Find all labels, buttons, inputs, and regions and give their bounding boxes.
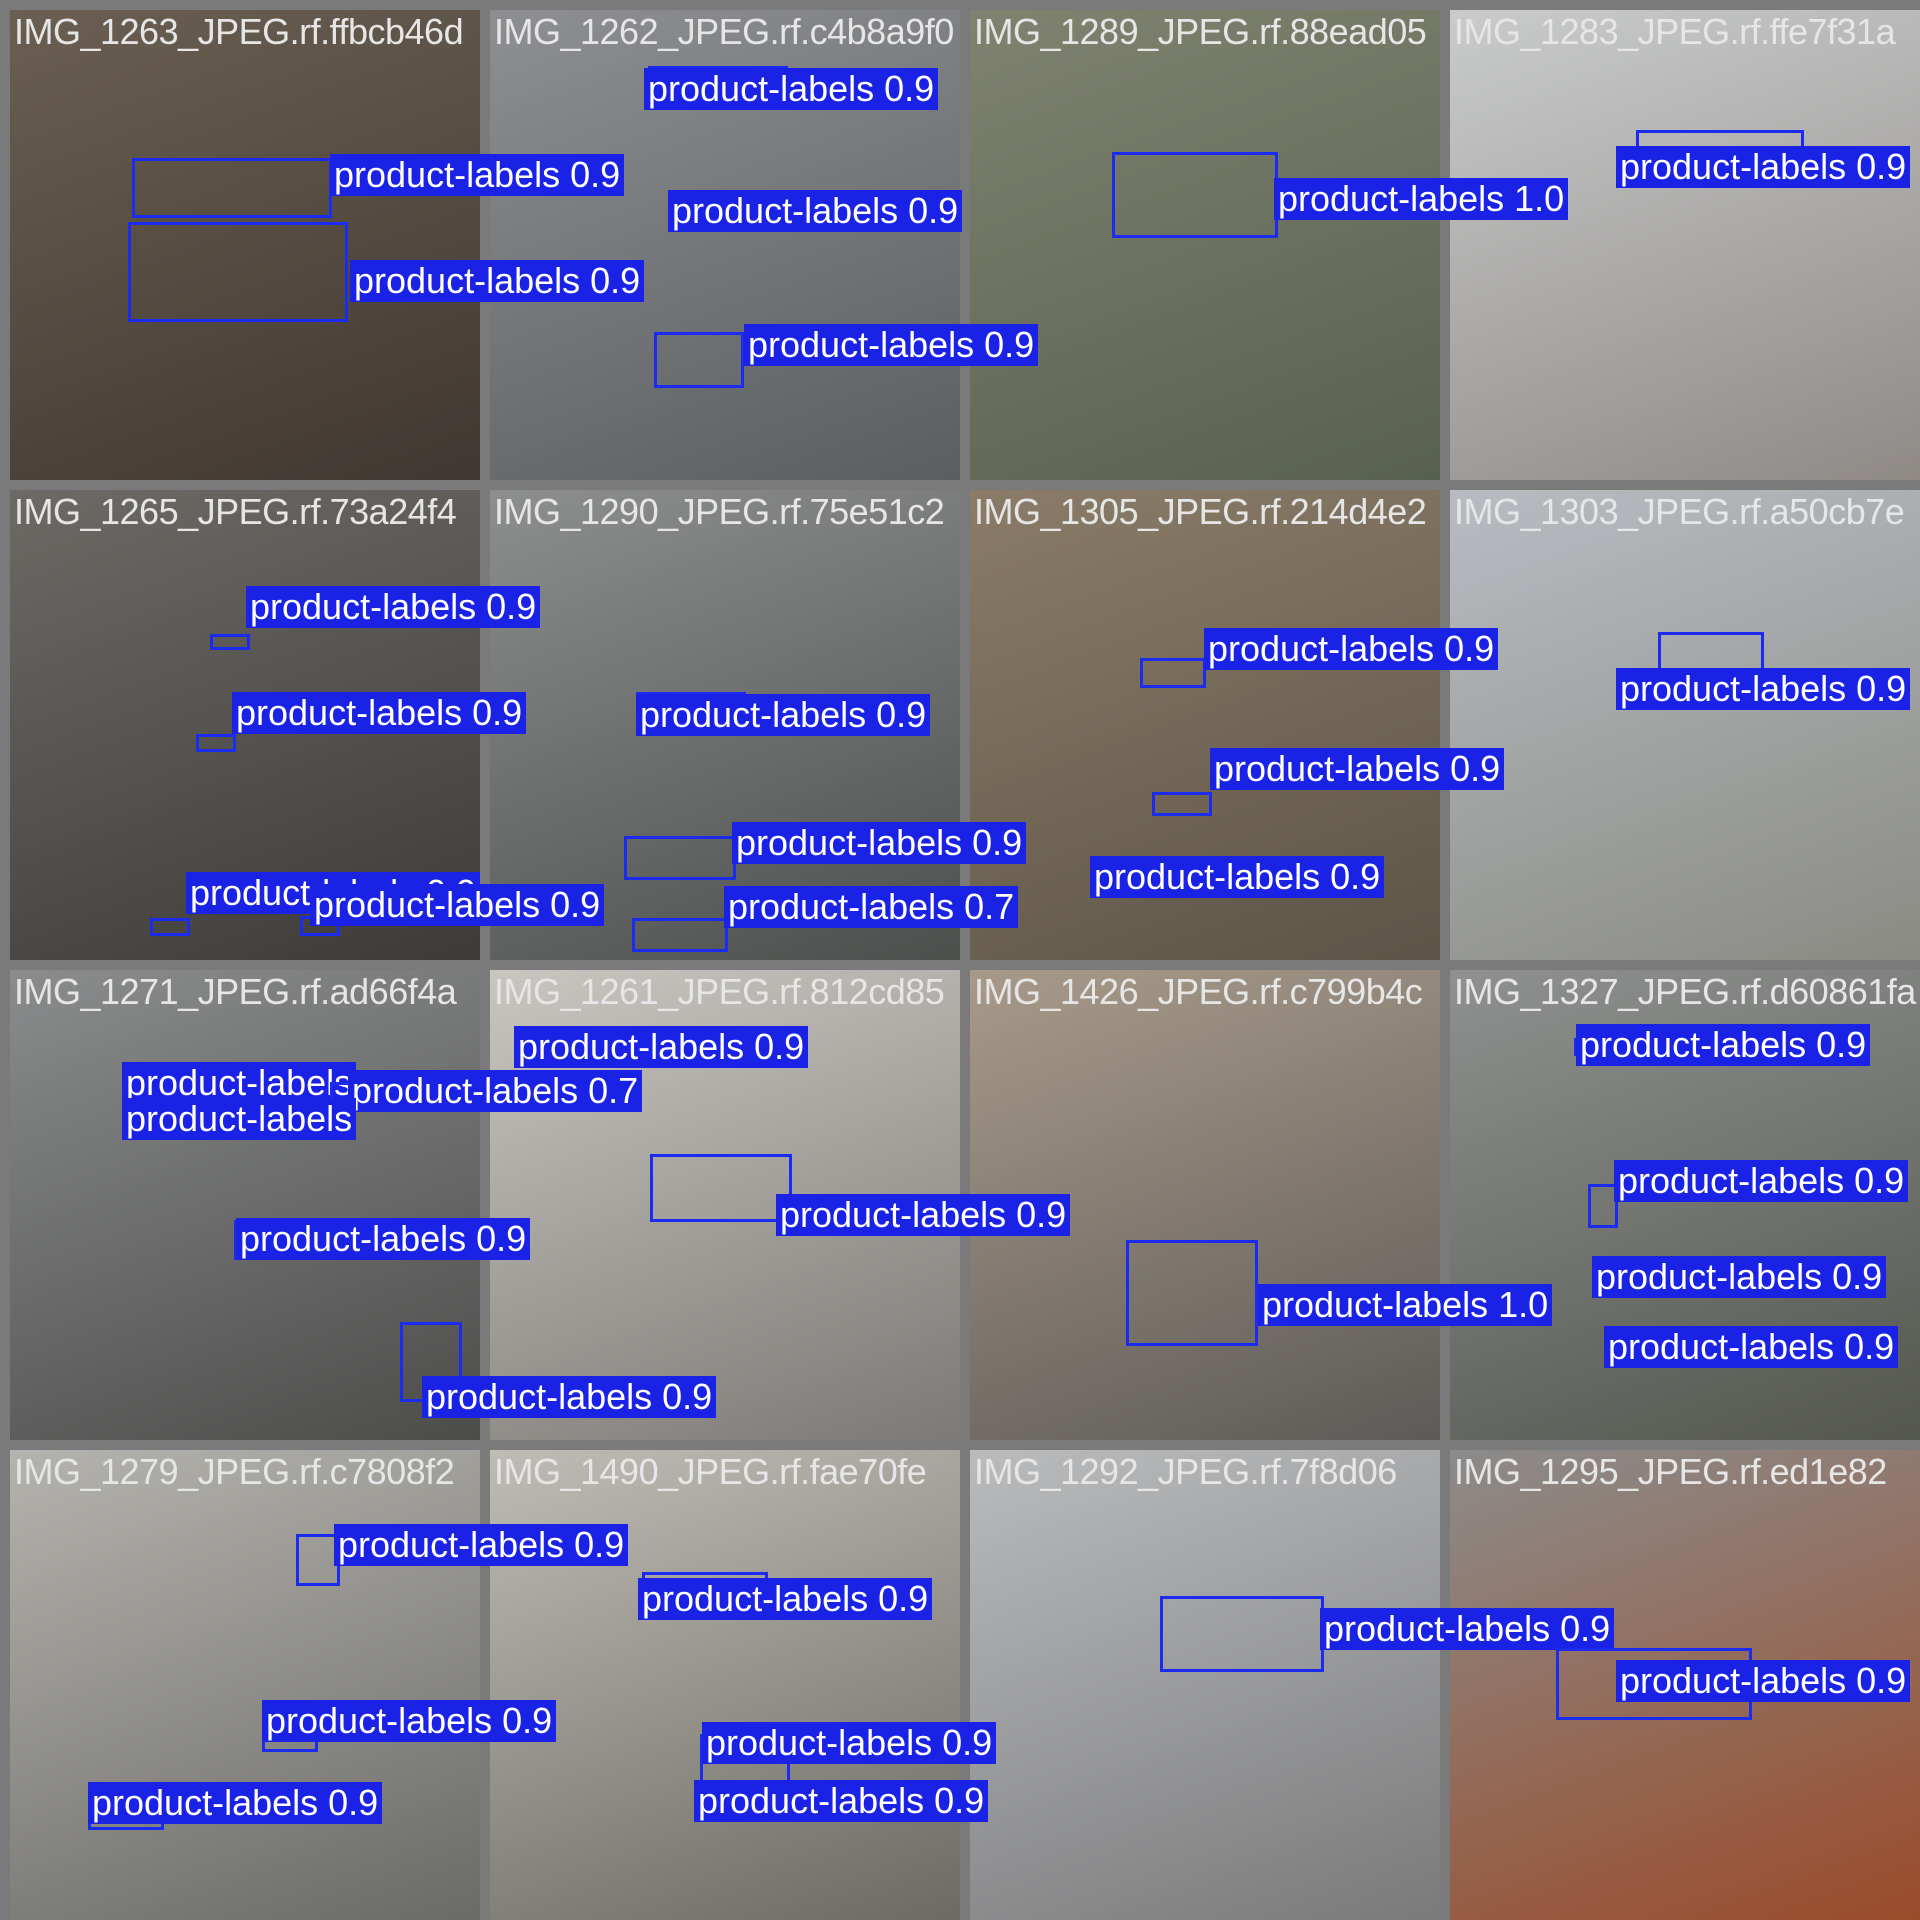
detection-label: product-labels 0.9: [1204, 628, 1499, 670]
detection-box: [210, 634, 250, 650]
detection-label: product-labels 0.9: [702, 1722, 997, 1764]
detection-label: product-labels 0.9: [310, 884, 605, 926]
detection-label: product-labels 0.7: [348, 1070, 643, 1112]
detection-label: product-labels 0.9: [1090, 856, 1385, 898]
image-filename: IMG_1327_JPEG.rf.d60861fa: [1454, 971, 1916, 1012]
detection-label: product-labels 0.9: [1616, 146, 1911, 188]
image-filename: IMG_1426_JPEG.rf.c799b4c: [974, 971, 1423, 1012]
image-tile: IMG_1292_JPEG.rf.7f8d06: [970, 1450, 1440, 1920]
detection-label: product-labels 0.9: [668, 190, 963, 232]
image-filename: IMG_1279_JPEG.rf.c7808f2: [14, 1451, 455, 1492]
image-tile: IMG_1490_JPEG.rf.fae70fe: [490, 1450, 960, 1920]
detection-box: [1140, 658, 1206, 688]
detection-box: [196, 734, 236, 752]
image-tile: IMG_1303_JPEG.rf.a50cb7e: [1450, 490, 1920, 960]
detection-box: [1112, 152, 1278, 238]
detection-box: [632, 918, 728, 952]
detection-label: product-labels 0.9: [694, 1780, 989, 1822]
detection-label: product-labels 0.7: [724, 886, 1019, 928]
image-filename: IMG_1290_JPEG.rf.75e51c2: [494, 491, 945, 532]
detection-label: product-labels 0.9: [644, 68, 939, 110]
detection-label: product-labels 0.9: [232, 692, 527, 734]
detection-label: product-labels 0.9: [1604, 1326, 1899, 1368]
image-tile: IMG_1426_JPEG.rf.c799b4c: [970, 970, 1440, 1440]
detection-label: product-labels 0.9: [514, 1026, 809, 1068]
detection-box: [650, 1154, 792, 1222]
image-filename: IMG_1292_JPEG.rf.7f8d06: [974, 1451, 1397, 1492]
detection-label: product-labels 1.0: [1258, 1284, 1553, 1326]
image-filename: IMG_1283_JPEG.rf.ffe7f31a: [1454, 11, 1896, 52]
detection-label: product-labels 0.9: [636, 694, 931, 736]
detection-label: product-labels 1.0: [1274, 178, 1569, 220]
image-filename: IMG_1262_JPEG.rf.c4b8a9f0: [494, 11, 954, 52]
detection-label: product-labels 0.9: [776, 1194, 1071, 1236]
detection-label: product-labels 0.9: [334, 1524, 629, 1566]
detection-label: product-labels: [122, 1098, 357, 1140]
detection-box: [1126, 1240, 1258, 1346]
detection-box: [150, 918, 190, 936]
detection-box: [1160, 1596, 1324, 1672]
detection-label: product-labels 0.9: [422, 1376, 717, 1418]
detection-box: [624, 836, 736, 880]
detection-box: [1588, 1184, 1618, 1228]
image-filename: IMG_1261_JPEG.rf.812cd85: [494, 971, 945, 1012]
detection-label: product-labels: [122, 1062, 357, 1104]
detection-label: product-labels 0.9: [1592, 1256, 1887, 1298]
image-filename: IMG_1265_JPEG.rf.73a24f4: [14, 491, 457, 532]
detection-box: [654, 332, 744, 388]
detection-label: product-labels 0.9: [1616, 1660, 1911, 1702]
image-tile: IMG_1289_JPEG.rf.88ead05: [970, 10, 1440, 480]
photo-background: [10, 10, 480, 480]
detection-label: product-labels 0.9: [262, 1700, 557, 1742]
detection-label: product-labels 0.9: [1614, 1160, 1909, 1202]
photo-background: [490, 1450, 960, 1920]
photo-background: [970, 1450, 1440, 1920]
photo-background: [970, 10, 1440, 480]
detection-label: product-labels 0.9: [236, 1218, 531, 1260]
image-filename: IMG_1305_JPEG.rf.214d4e2: [974, 491, 1427, 532]
detection-label: product-labels 0.9: [1616, 668, 1911, 710]
detection-label: product-labels 0.9: [88, 1782, 383, 1824]
image-filename: IMG_1271_JPEG.rf.ad66f4a: [14, 971, 457, 1012]
detection-box: [132, 158, 332, 218]
image-tile: IMG_1283_JPEG.rf.ffe7f31a: [1450, 10, 1920, 480]
detection-label: product-labels 0.9: [732, 822, 1027, 864]
detection-label: product-labels 0.9: [246, 586, 541, 628]
image-filename: IMG_1490_JPEG.rf.fae70fe: [494, 1451, 927, 1492]
image-filename: IMG_1303_JPEG.rf.a50cb7e: [1454, 491, 1905, 532]
image-tile: IMG_1263_JPEG.rf.ffbcb46d: [10, 10, 480, 480]
photo-background: [10, 1450, 480, 1920]
detection-box: [128, 222, 348, 322]
image-filename: IMG_1263_JPEG.rf.ffbcb46d: [14, 11, 464, 52]
detection-label: product-labels 0.9: [638, 1578, 933, 1620]
image-tile: IMG_1279_JPEG.rf.c7808f2: [10, 1450, 480, 1920]
detection-label: product-labels 0.9: [330, 154, 625, 196]
detection-label: product-labels 0.9: [350, 260, 645, 302]
detection-label: product-labels 0.9: [744, 324, 1039, 366]
photo-background: [1450, 490, 1920, 960]
image-filename: IMG_1295_JPEG.rf.ed1e82: [1454, 1451, 1887, 1492]
image-filename: IMG_1289_JPEG.rf.88ead05: [974, 11, 1427, 52]
detection-label: product-labels 0.9: [1576, 1024, 1871, 1066]
photo-background: [1450, 10, 1920, 480]
detection-label: product-labels 0.9: [1320, 1608, 1615, 1650]
detection-label: product-labels 0.9: [1210, 748, 1505, 790]
detection-box: [1152, 792, 1212, 816]
